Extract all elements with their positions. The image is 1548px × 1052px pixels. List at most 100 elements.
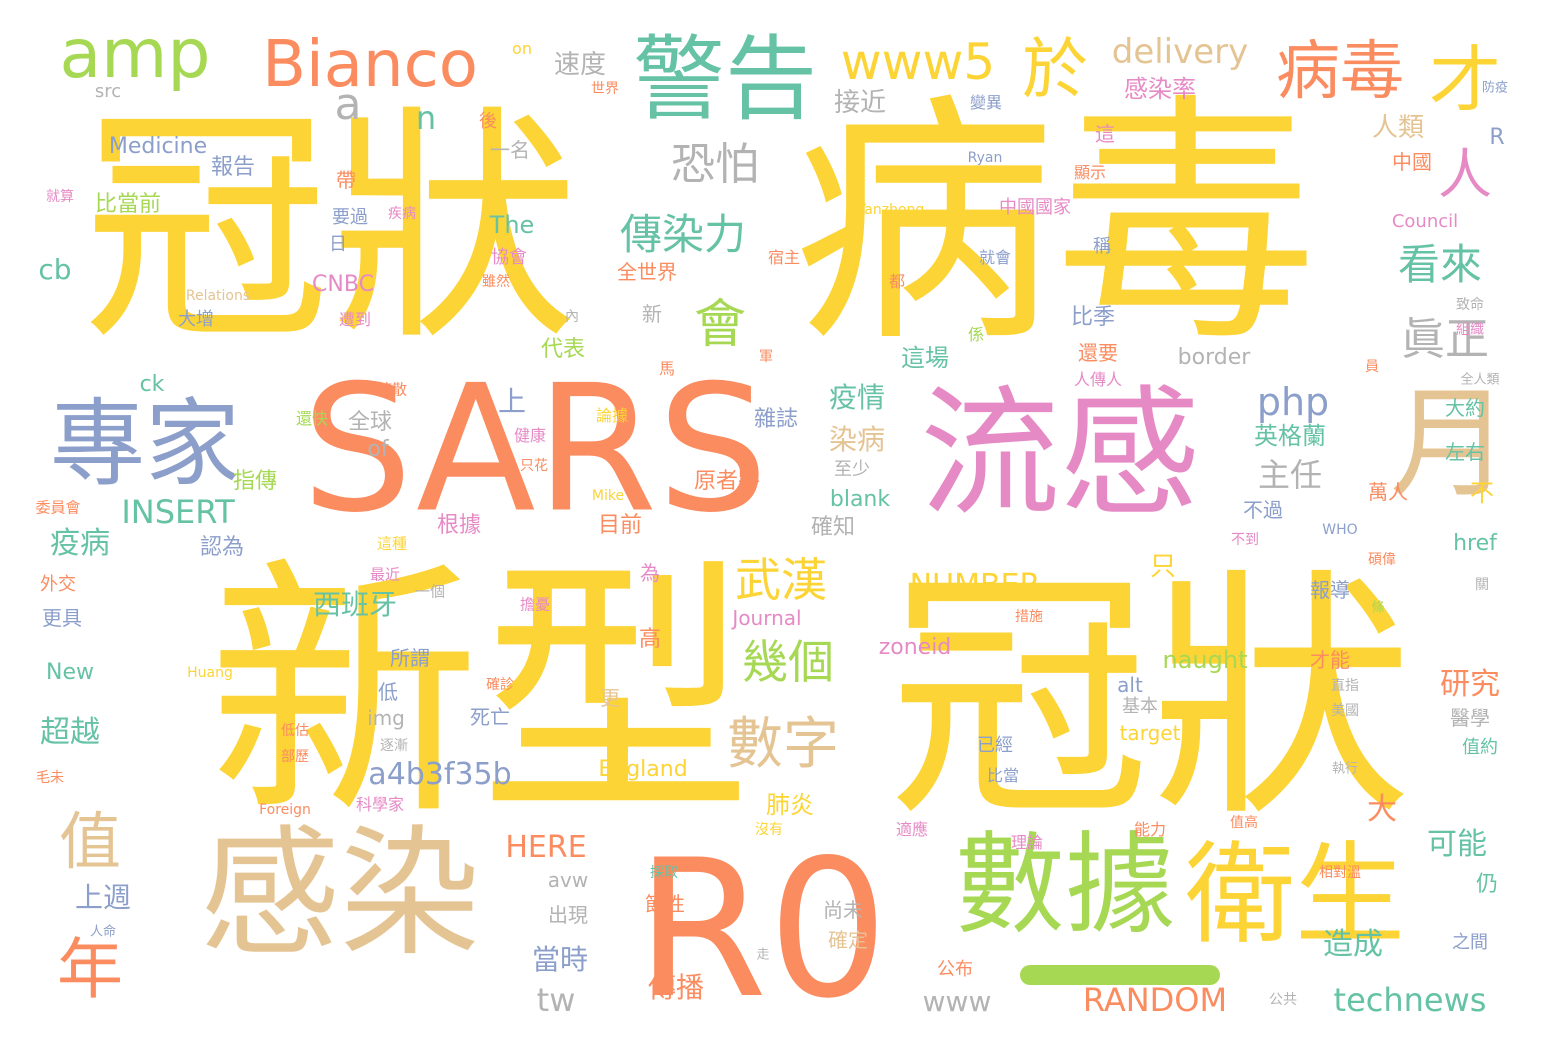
cloud-word: 低 bbox=[378, 680, 398, 704]
cloud-word: 尚未 bbox=[823, 898, 863, 922]
cloud-word: target bbox=[1119, 721, 1181, 745]
cloud-word: Medicine bbox=[108, 134, 208, 159]
cloud-word: The bbox=[489, 211, 535, 239]
cloud-word: 武漢 bbox=[735, 553, 827, 607]
cloud-word: 宿主 bbox=[767, 248, 801, 267]
cloud-word: border bbox=[1177, 345, 1251, 370]
cloud-word: 值約 bbox=[1462, 737, 1498, 758]
cloud-word: 大 bbox=[1367, 792, 1397, 827]
cloud-word: 傳染力 bbox=[619, 210, 747, 259]
cloud-word: 碩偉 bbox=[1368, 552, 1396, 568]
cloud-word: 月 bbox=[1390, 375, 1510, 514]
cloud-word: 人傳人 bbox=[1073, 370, 1123, 389]
cloud-word: 死亡 bbox=[470, 705, 510, 729]
cloud-word: 致命 bbox=[1456, 297, 1484, 313]
cloud-word: 確診 bbox=[486, 677, 514, 693]
cloud-word: 更 bbox=[600, 686, 620, 710]
cloud-word: a bbox=[334, 79, 362, 130]
cloud-word: 專家 bbox=[49, 389, 241, 500]
cloud-word: 才能 bbox=[1310, 648, 1350, 672]
cloud-word: 主任 bbox=[1257, 456, 1323, 494]
cloud-word: SARS bbox=[301, 348, 769, 552]
cloud-word: 至少 bbox=[834, 459, 870, 480]
cloud-word: 疫病 bbox=[50, 526, 110, 561]
cloud-word: 沒有 bbox=[755, 822, 783, 838]
cloud-word: Council bbox=[1391, 211, 1459, 232]
cloud-word: 稱 bbox=[1093, 236, 1111, 257]
cloud-word: 報導 bbox=[1310, 578, 1350, 602]
cloud-word: 最近 bbox=[369, 565, 401, 584]
cloud-word: 還快 bbox=[295, 409, 329, 428]
cloud-word: 就算 bbox=[46, 189, 74, 205]
cloud-word: 醫學 bbox=[1450, 706, 1490, 730]
cloud-word: 出現 bbox=[548, 903, 588, 927]
cloud-word: 感染 bbox=[199, 813, 481, 976]
cloud-word: 疾病 bbox=[388, 206, 416, 222]
cloud-word: 大增 bbox=[178, 309, 214, 330]
cloud-word: 於 bbox=[1022, 31, 1088, 108]
cloud-word: Ryan bbox=[967, 150, 1003, 166]
cloud-word: 後 bbox=[479, 111, 497, 132]
cloud-word: 比當 bbox=[986, 766, 1020, 785]
cloud-word: 軍 bbox=[759, 349, 773, 365]
cloud-word: 還要 bbox=[1078, 341, 1118, 365]
cloud-word: 接近 bbox=[833, 88, 887, 118]
cloud-word: 執行 bbox=[1331, 761, 1359, 777]
cloud-word: 理論 bbox=[1010, 833, 1044, 852]
cloud-word: 西班牙 bbox=[312, 588, 398, 621]
cloud-word: 所謂 bbox=[390, 646, 430, 670]
cloud-word: 毛未 bbox=[36, 770, 64, 786]
cloud-word: INSERT bbox=[121, 493, 235, 531]
cloud-word: 直指 bbox=[1331, 678, 1359, 694]
cloud-word: 警告 bbox=[632, 26, 818, 133]
cloud-word: 部歷 bbox=[281, 749, 309, 765]
cloud-word: 年 bbox=[57, 931, 123, 1008]
cloud-word: 恐怕 bbox=[671, 139, 759, 190]
cloud-word: 健康 bbox=[513, 426, 547, 445]
cloud-word: src bbox=[94, 81, 122, 102]
cloud-word: 基本 bbox=[1122, 696, 1158, 717]
cloud-word: 防疫 bbox=[1481, 80, 1509, 96]
cloud-word: 可能 bbox=[1427, 827, 1487, 862]
cloud-word: England bbox=[598, 757, 688, 782]
cloud-word: 雜誌 bbox=[753, 407, 799, 432]
cloud-word: 這 bbox=[1095, 122, 1115, 146]
cloud-word: 值高 bbox=[1230, 815, 1258, 831]
cloud-word: 報告 bbox=[210, 155, 256, 180]
cloud-word: a4b3f35b bbox=[368, 757, 512, 792]
cloud-word: 變異 bbox=[969, 93, 1003, 112]
cloud-word: 數字 bbox=[727, 712, 839, 777]
cloud-word: 公布 bbox=[937, 959, 973, 980]
cloud-word: 能力 bbox=[1133, 820, 1167, 839]
cloud-word: tw bbox=[536, 981, 576, 1019]
cloud-word: 病毒 bbox=[1276, 35, 1404, 109]
cloud-word: 一名 bbox=[490, 138, 530, 162]
cloud-word: Relations bbox=[185, 288, 251, 304]
cloud-word: 確定 bbox=[828, 928, 868, 952]
cloud-word: 英格蘭 bbox=[1254, 422, 1326, 450]
cloud-word: 採取 bbox=[650, 865, 678, 881]
cloud-word: 確知 bbox=[810, 515, 856, 540]
cloud-word: alt bbox=[1117, 673, 1143, 697]
cloud-word: technews bbox=[1333, 981, 1487, 1019]
cloud-word: 速度 bbox=[553, 50, 607, 80]
cloud-word: Yanzhong bbox=[857, 202, 925, 218]
cloud-word: 關 bbox=[1475, 577, 1489, 593]
cloud-word: www bbox=[922, 985, 992, 1018]
cloud-word: 冠狀 bbox=[82, 86, 578, 374]
cloud-word: 就會 bbox=[978, 248, 1012, 267]
cloud-word: 內 bbox=[565, 309, 579, 325]
cloud-word: 全世界 bbox=[617, 260, 677, 284]
cloud-word: 論據 bbox=[595, 406, 629, 425]
cloud-word: zoneid bbox=[878, 635, 952, 660]
cloud-word: 染病 bbox=[828, 423, 886, 456]
cloud-word: 傳播 bbox=[647, 971, 705, 1004]
cloud-word: 為 bbox=[640, 561, 660, 585]
cloud-word: 左右 bbox=[1445, 440, 1485, 464]
cloud-word: Bianco bbox=[262, 28, 478, 102]
cloud-word: 組織 bbox=[1456, 322, 1484, 338]
cloud-word: 員 bbox=[1365, 359, 1379, 375]
cloud-word: 措施 bbox=[1015, 609, 1043, 625]
cloud-word: 新型 bbox=[208, 537, 752, 853]
cloud-word: HERE bbox=[505, 830, 587, 865]
